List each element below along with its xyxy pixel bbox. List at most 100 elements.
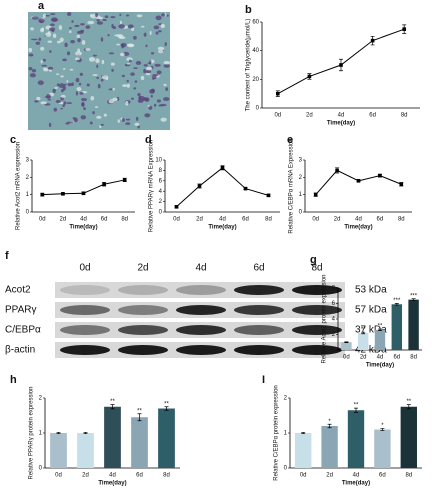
- cell: [80, 115, 87, 120]
- cell: [149, 89, 155, 94]
- marker: [220, 166, 225, 170]
- y-axis-label: Relative Acot2 protein expression: [322, 274, 328, 363]
- cell: [156, 70, 162, 75]
- cell: [163, 60, 171, 65]
- x-tick-label: 6d: [369, 113, 376, 119]
- error-bar: [354, 407, 358, 413]
- cell: [52, 33, 57, 39]
- y-tick-label: 10: [155, 158, 162, 164]
- cell: [76, 87, 82, 92]
- cell: [47, 40, 53, 43]
- bar: [295, 433, 312, 468]
- cell: [110, 62, 115, 66]
- cell: [126, 43, 134, 47]
- y-tick-label: 4: [332, 317, 336, 323]
- panel-label: e: [287, 134, 293, 146]
- significance: **: [110, 399, 115, 405]
- marker: [81, 191, 86, 196]
- cell: [164, 42, 167, 47]
- bar: [158, 408, 175, 468]
- cell: [92, 111, 95, 115]
- cell: [145, 44, 148, 48]
- cell: [31, 68, 37, 73]
- cell: [143, 64, 148, 67]
- cell: [163, 83, 167, 87]
- significance: **: [378, 324, 383, 330]
- blot-row-label: PPARγ: [5, 305, 37, 316]
- bar: [321, 426, 338, 468]
- cell: [65, 122, 70, 125]
- error-bar: [301, 431, 306, 435]
- marker: [197, 184, 202, 188]
- cell: [92, 54, 97, 57]
- bar: [77, 433, 94, 468]
- cell: [69, 27, 72, 30]
- cell: [42, 58, 47, 62]
- marker: [174, 205, 179, 209]
- cell: [150, 52, 155, 55]
- cell: [66, 80, 69, 83]
- y-tick-label: 2: [26, 175, 30, 181]
- x-tick-label: 8d: [398, 217, 405, 223]
- cell: [133, 35, 137, 40]
- error-bar: [327, 423, 332, 429]
- cell: [156, 99, 161, 103]
- cell: [125, 14, 130, 17]
- blot-row-label: C/EBPα: [5, 325, 41, 336]
- cell: [68, 30, 72, 34]
- cell: [77, 38, 81, 43]
- cell: [75, 77, 80, 83]
- cell: [31, 38, 38, 41]
- bar: [391, 304, 403, 350]
- cell: [126, 62, 131, 65]
- cell: [104, 15, 109, 19]
- y-tick-label: 4: [159, 189, 163, 195]
- marker: [307, 74, 312, 79]
- cell: [154, 63, 161, 67]
- x-axis-label: Time(day): [327, 121, 355, 127]
- error-bar: [361, 331, 366, 335]
- cell: [48, 122, 52, 127]
- error-bar: [380, 428, 385, 431]
- x-tick-label: 6d: [242, 217, 249, 223]
- significance: *: [328, 419, 331, 425]
- cell: [78, 82, 82, 86]
- cell: [128, 59, 132, 63]
- cell: [50, 13, 56, 16]
- bar: [408, 299, 419, 350]
- cell: [130, 97, 135, 100]
- cells: [28, 12, 171, 129]
- y-tick-label: 0: [159, 210, 163, 216]
- cell: [49, 50, 52, 53]
- cell: [125, 118, 131, 121]
- bar: [374, 429, 391, 468]
- cell: [99, 125, 102, 129]
- cell: [166, 14, 169, 17]
- cell: [108, 99, 115, 104]
- cell: [37, 80, 44, 86]
- cell: [49, 23, 55, 27]
- cell: [81, 97, 87, 102]
- cell: [96, 76, 99, 80]
- cell: [162, 97, 170, 101]
- band: [118, 305, 168, 315]
- bar: [357, 332, 369, 350]
- cell: [133, 87, 137, 90]
- marker: [266, 193, 271, 198]
- y-axis-label: Relative Acot2 mRNA expression: [16, 142, 22, 230]
- cell: [152, 73, 159, 77]
- cell: [60, 75, 64, 78]
- cell: [88, 57, 96, 62]
- cell: [145, 70, 152, 74]
- significance: ***: [410, 293, 418, 299]
- cell: [87, 20, 95, 25]
- x-tick-label: 8d: [405, 473, 412, 479]
- cell: [76, 34, 81, 38]
- cell: [92, 74, 98, 77]
- cell: [71, 20, 74, 23]
- cell: [58, 25, 63, 30]
- cell: [159, 103, 167, 107]
- blot-size-label: 37 kDa: [355, 325, 387, 336]
- error-bar: [137, 413, 142, 422]
